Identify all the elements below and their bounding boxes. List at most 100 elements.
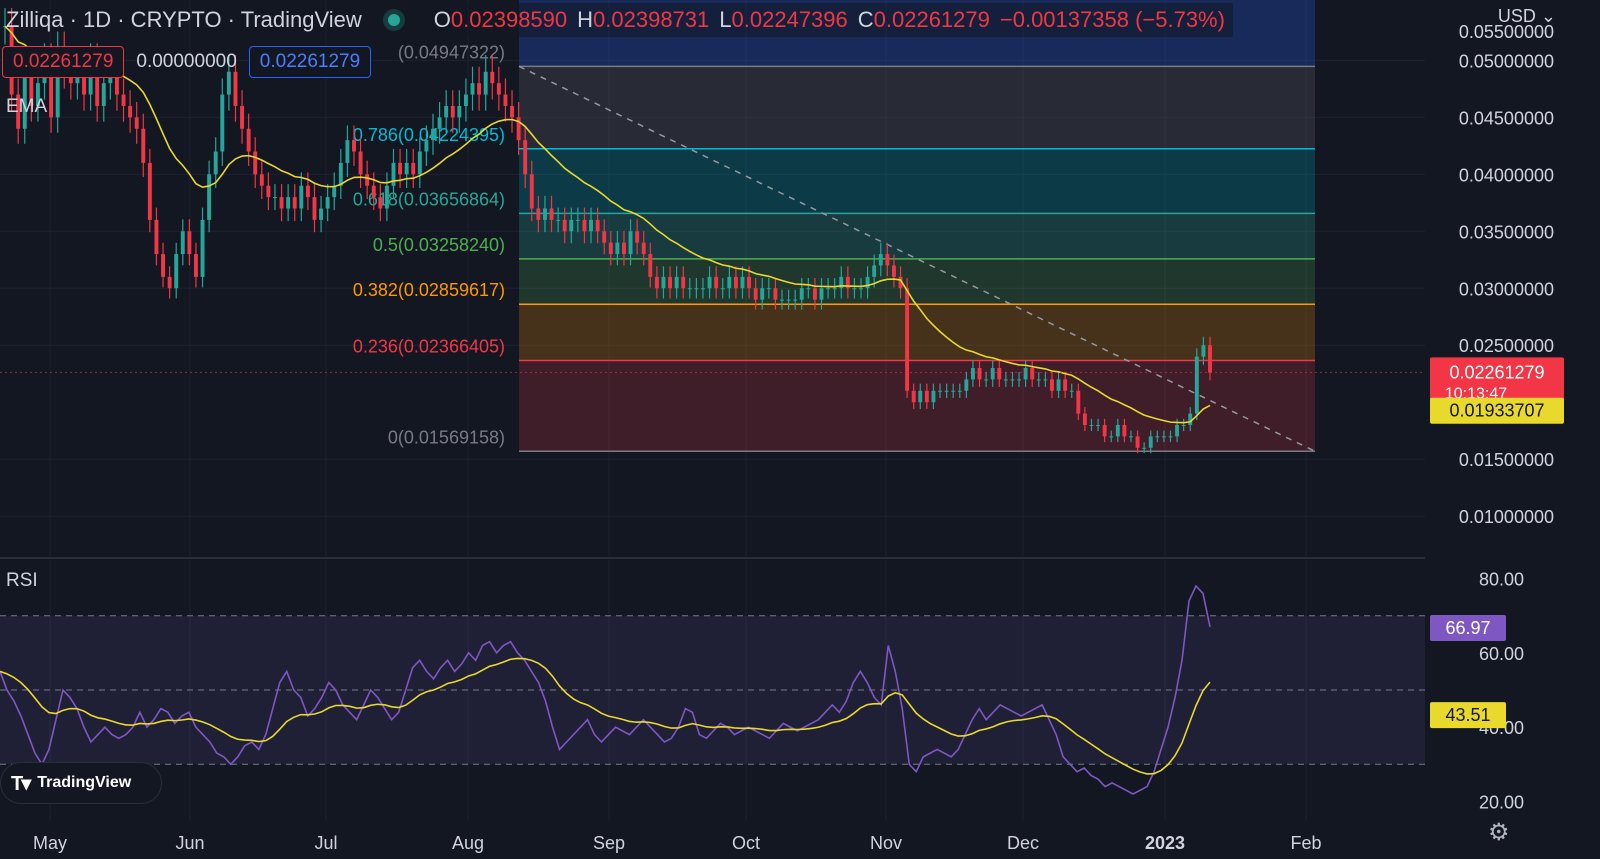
candle-body	[240, 105, 245, 129]
candle-body	[826, 288, 831, 290]
candle-body	[1050, 379, 1054, 391]
candle-body	[799, 288, 804, 300]
candle-body	[1129, 436, 1133, 438]
gear-icon[interactable]: ⚙	[1488, 819, 1510, 846]
candle-body	[977, 368, 982, 380]
tv-logo-icon: T▾	[11, 772, 31, 795]
time-axis-tick: May	[33, 833, 67, 853]
candle-body	[924, 390, 929, 403]
candle-body	[431, 128, 435, 141]
candle-body	[720, 288, 725, 290]
time-axis-tick: 2023	[1145, 833, 1185, 853]
price-axis-tick: 0.04500000	[1459, 108, 1554, 128]
candle-body	[766, 288, 771, 290]
candle-body	[305, 185, 310, 198]
candle-body	[569, 219, 574, 232]
fib-zone	[519, 360, 1315, 452]
rsi-indicator-label[interactable]: RSI	[6, 570, 38, 591]
close-label: C	[857, 7, 874, 32]
candle-body	[510, 105, 514, 118]
candle-body	[1096, 424, 1101, 426]
candle-body	[714, 276, 719, 289]
candle-body	[371, 185, 376, 198]
candle-body	[859, 288, 863, 290]
high-label: H	[577, 7, 594, 32]
candle-body	[918, 390, 923, 403]
candle-body	[990, 368, 995, 380]
candle-body	[365, 174, 370, 186]
time-axis-tick: Feb	[1290, 833, 1321, 853]
fib-zone	[519, 258, 1315, 305]
candle-body	[457, 105, 462, 118]
candle-body	[1089, 424, 1094, 426]
candle-body	[35, 83, 40, 106]
candle-body	[29, 71, 34, 106]
candle-body	[1056, 379, 1061, 391]
candle-body	[872, 265, 877, 277]
candle-body	[55, 48, 60, 118]
sell-button[interactable]: 0.02261279	[2, 46, 125, 78]
candle-body	[753, 288, 758, 300]
ema-line	[4, 25, 1211, 424]
candle-body	[740, 276, 745, 289]
fib-zone	[519, 304, 1315, 361]
candle-body	[338, 162, 343, 186]
candle-body	[885, 254, 890, 266]
rsi-line	[0, 584, 1211, 795]
low-label: L	[719, 7, 732, 32]
candle-body	[470, 83, 475, 95]
candle-body	[1161, 436, 1166, 438]
candle-body	[529, 174, 534, 209]
candle-body	[161, 254, 165, 277]
candle-body	[312, 197, 317, 220]
candle-body	[444, 105, 449, 118]
candle-body	[865, 276, 870, 289]
candle-body	[1076, 390, 1081, 414]
candle-body	[1155, 436, 1160, 438]
buy-button[interactable]: 0.02261279	[248, 46, 372, 78]
close-value: 0.02261279	[873, 7, 990, 32]
price-axis-tick: 0.01000000	[1459, 507, 1554, 527]
currency-selector[interactable]: USD ⌄	[1498, 6, 1556, 27]
last-price-tag	[1430, 357, 1564, 402]
candle-body	[226, 71, 231, 95]
ema-indicator-label[interactable]: EMA	[6, 96, 48, 117]
candle-body	[352, 140, 356, 152]
candle-body	[938, 390, 942, 392]
candle-body	[286, 197, 291, 209]
candle-body	[391, 162, 396, 186]
candle-body	[325, 197, 330, 209]
candle-body	[95, 60, 100, 106]
candle-body	[477, 83, 482, 95]
candle-body	[490, 71, 495, 84]
candle-body	[608, 242, 613, 255]
candle-body	[589, 219, 594, 232]
candle-body	[905, 288, 910, 391]
rsi-axis-tick: 20.00	[1479, 792, 1524, 812]
rsi-axis-tick: 80.00	[1479, 570, 1524, 590]
candle-body	[213, 151, 218, 175]
price-axis-tick: 0.05500000	[1459, 22, 1554, 42]
candle-body	[1188, 413, 1193, 425]
time-axis-tick: Nov	[870, 833, 902, 853]
candle-body	[595, 219, 600, 232]
tradingview-logo[interactable]: T▾ TradingView	[0, 762, 162, 804]
candle-body	[878, 254, 883, 266]
candle-body	[582, 219, 587, 232]
candle-body	[523, 140, 528, 175]
time-axis-tick: Sep	[593, 833, 625, 853]
candle-body	[819, 288, 824, 300]
candle-body	[602, 231, 607, 243]
candle-body	[687, 288, 692, 290]
candle-body	[101, 83, 106, 106]
candle-body	[16, 94, 21, 129]
chevron-down-icon: ⌄	[1540, 6, 1556, 26]
symbol-title[interactable]: Zilliqa · 1D · CRYPTO · TradingView	[6, 7, 362, 32]
rsi-value-label: 66.97	[1445, 618, 1490, 638]
price-axis-tick: 0.04000000	[1459, 165, 1554, 185]
candle-body	[49, 60, 54, 118]
candle-body	[806, 288, 811, 290]
candle-body	[562, 219, 567, 232]
candle-body	[845, 276, 850, 289]
